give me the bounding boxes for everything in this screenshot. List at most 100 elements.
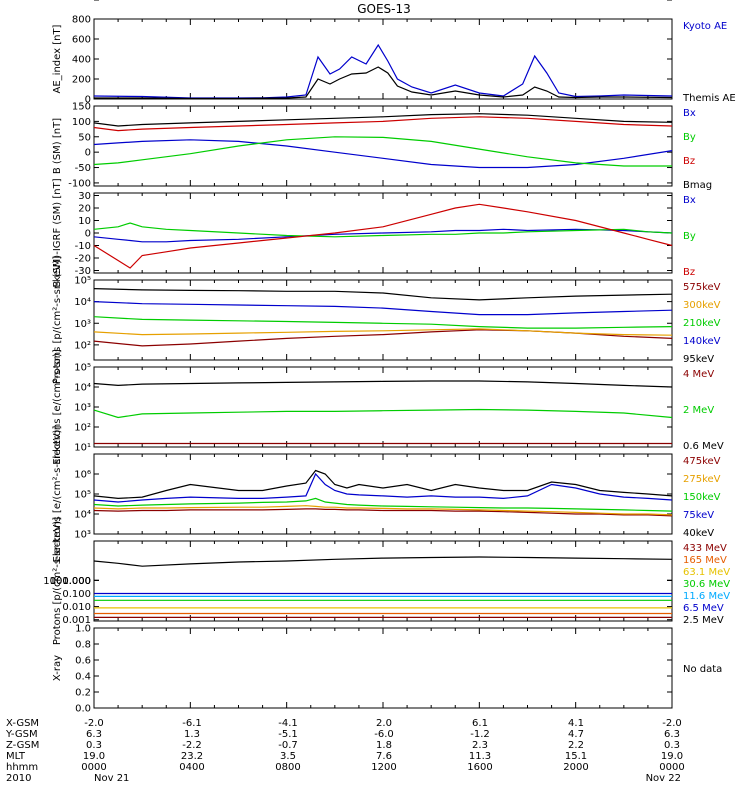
- legend-entry: Themis AE: [682, 93, 736, 104]
- panel-4: 10² 10³ 10⁴ 10⁵ Protons [p/(cm²-s-sr-keV)] 57…: [52, 256, 721, 384]
- legend-entry: 63.1 MeV: [683, 567, 730, 578]
- series-line: [93, 116, 673, 132]
- series-line: [93, 228, 673, 243]
- y-tick-label: 10⁵: [74, 276, 91, 287]
- legend-entry: 210keV: [683, 318, 721, 329]
- legend-entry: 11.6 MeV: [683, 591, 730, 602]
- series-line: [93, 139, 673, 169]
- plot-title: GOES-13: [357, 2, 411, 16]
- series-line: [93, 329, 673, 347]
- legend-entry: 140keV: [683, 336, 721, 347]
- y-tick-label: -30: [75, 266, 91, 277]
- y-tick-label: -50: [75, 163, 91, 174]
- y-axis-label: Electrons [e/(cm²-s-sr-keV)]: [52, 425, 63, 562]
- y-tick-label: 0.100: [62, 589, 91, 600]
- legend-entry: 300keV: [683, 300, 721, 311]
- y-tick-label: 10⁴: [74, 510, 91, 521]
- footer-cell: 1.8: [376, 740, 392, 751]
- y-tick-label: -100: [68, 178, 91, 189]
- panel-frame: [93, 627, 673, 709]
- series-line: [93, 505, 673, 516]
- legend-entry: 30.6 MeV: [683, 579, 730, 590]
- footer-cell: 4.7: [568, 729, 584, 740]
- y-tick-label: 0.2: [75, 688, 91, 699]
- y-tick-label: 200: [72, 75, 91, 86]
- legend-entry: 433 MeV: [683, 543, 727, 554]
- y-tick-label: 0.4: [75, 672, 91, 683]
- y-tick-label: 0: [85, 229, 91, 240]
- footer-cell: 7.6: [376, 751, 392, 762]
- footer-cell: Nov 22: [646, 773, 681, 784]
- y-tick-label: 10³: [74, 530, 91, 541]
- series-line: [93, 316, 673, 329]
- footer-cell: -2.0: [662, 718, 682, 729]
- y-axis-label: X-ray: [52, 655, 63, 681]
- series-line: [93, 469, 673, 500]
- footer-cell: -6.1: [182, 718, 202, 729]
- footer-row-label: 2010: [6, 773, 31, 784]
- footer-cell: 0.3: [664, 740, 680, 751]
- y-tick-label: 10: [78, 216, 91, 227]
- y-tick-label: 10²: [74, 340, 91, 351]
- y-tick-label: 0: [85, 95, 91, 106]
- y-tick-label: 0.001: [62, 615, 91, 626]
- series-line: [93, 203, 673, 269]
- footer-cell: 0000: [81, 762, 106, 773]
- y-tick-label: 10⁴: [74, 297, 91, 308]
- footer-cell: 2.0: [376, 718, 392, 729]
- y-tick-label: 10⁵: [74, 363, 91, 374]
- footer-cell: 4.1: [568, 718, 584, 729]
- footer-cell: 0400: [179, 762, 204, 773]
- y-tick-label: 400: [72, 55, 91, 66]
- no-data-note: No data: [683, 664, 722, 675]
- panel-7: 0.0010.0100.1001.00010.000100.0001000.00…: [43, 0, 730, 645]
- legend-entry: Bx: [683, 108, 696, 119]
- legend-entry: 6.5 MeV: [683, 603, 724, 614]
- footer-cell: 6.3: [86, 729, 102, 740]
- y-tick-label: 0.010: [62, 602, 91, 613]
- legend-entry: By: [683, 231, 696, 242]
- legend-entry: 2.5 MeV: [683, 615, 724, 626]
- y-tick-label: 10¹: [74, 443, 91, 454]
- footer-row-label: X-GSM: [6, 718, 39, 729]
- legend-entry: Bz: [683, 156, 695, 167]
- footer-row-label: hhmm: [6, 762, 38, 773]
- y-axis-label: Electrons [e/(cm²-s-sr)]: [52, 349, 63, 465]
- panel-frame: [93, 366, 673, 448]
- series-line: [94, 66, 673, 100]
- legend-entry: 75keV: [683, 510, 714, 521]
- y-tick-label: 0.0: [75, 704, 91, 715]
- y-axis-label: B (SM) [nT]: [52, 118, 63, 174]
- legend-entry: By: [683, 132, 696, 143]
- y-tick-label: 10³: [74, 403, 91, 414]
- y-tick-label: 30: [78, 191, 91, 202]
- legend-entry: 0.6 MeV: [683, 441, 724, 452]
- footer-cell: 19.0: [83, 751, 105, 762]
- y-tick-label: 0: [85, 148, 91, 159]
- series-line: [93, 380, 673, 388]
- panel-frame: [93, 18, 673, 100]
- y-tick-label: 1.0: [75, 624, 91, 635]
- series-line: [93, 508, 673, 517]
- footer-row-label: MLT: [6, 751, 26, 762]
- legend-entry: Kyoto AE: [683, 21, 727, 32]
- y-tick-label: 10⁶: [74, 470, 91, 481]
- series-line: [93, 472, 673, 503]
- series-line: [93, 136, 672, 167]
- series-line: [93, 328, 673, 336]
- series-line: [93, 43, 673, 99]
- footer-cell: 6.3: [664, 729, 680, 740]
- footer-cell: 0000: [659, 762, 684, 773]
- footer-cell: 3.5: [280, 751, 296, 762]
- panel-frame: [93, 105, 673, 187]
- footer-cell: 2.3: [472, 740, 488, 751]
- footer-cell: -6.0: [374, 729, 394, 740]
- panel-frame: [93, 453, 673, 535]
- footer-cell: Nov 21: [94, 773, 129, 784]
- panel-6: 10³ 10⁴ 10⁵ 10⁶ Electrons [e/(cm²-s-sr-keV)]…: [52, 425, 721, 562]
- panel-8: 0.0 0.2 0.4 0.6 0.8 1.0 X-ray No data: [52, 624, 722, 715]
- panel-1: 0 200 400 600 800 AE_index [nT] Kyoto AE Themis…: [52, 15, 736, 106]
